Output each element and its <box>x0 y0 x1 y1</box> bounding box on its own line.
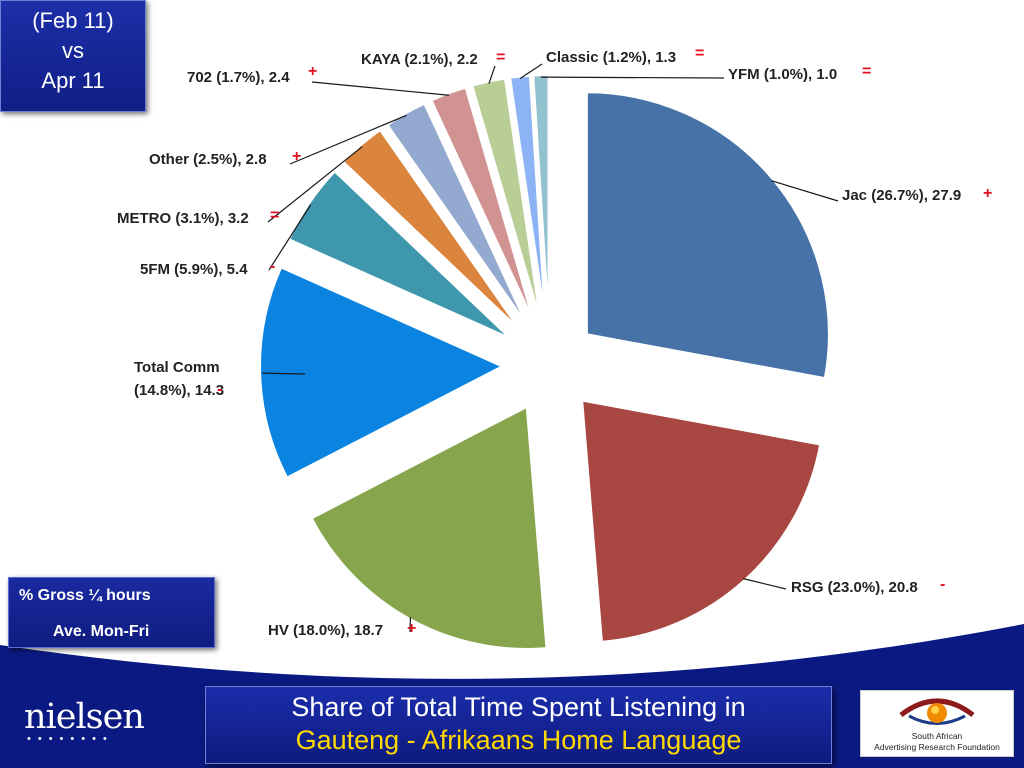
period-end: Apr 11 <box>41 68 105 93</box>
pie-slice-hv <box>310 405 548 650</box>
nielsen-logo: nielsen <box>24 697 145 737</box>
slice-label: 702 (1.7%), 2.4 <box>187 69 290 86</box>
slice-labels: Jac (26.7%), 27.9 + RSG (23.0%), 20.8 - HV (… <box>117 45 992 639</box>
leader-line <box>540 76 725 79</box>
period-vs: vs <box>62 38 84 63</box>
leader-line <box>488 65 496 84</box>
slide-title: Share of Total Time Spent Listening in G… <box>205 686 832 764</box>
leader-line <box>268 204 312 271</box>
saarf-name-line-2: Advertising Research Foundation <box>874 742 1000 752</box>
leader-line <box>771 180 839 202</box>
slice-label: Total Comm (14.8%), 14.3 <box>134 359 224 399</box>
title-line-2: Gauteng - Afrikaans Home Language <box>295 725 742 755</box>
pie-slice-kaya <box>471 77 541 319</box>
pie-slice-total-comm <box>259 266 505 479</box>
pie-slice-jac <box>585 91 830 380</box>
saarf-logo: South African Advertising Research Found… <box>860 690 1014 757</box>
slice-label: Jac (26.7%), 27.9 <box>842 187 961 204</box>
slice-label: RSG (23.0%), 20.8 <box>791 579 918 596</box>
slice-label: METRO (3.1%), 3.2 <box>117 210 249 227</box>
saarf-eye-icon <box>899 698 975 725</box>
measure-box: % Gross ¼ hours Ave. Mon-Fri <box>8 577 215 648</box>
nielsen-logo-dots: •••••••• <box>27 733 114 745</box>
change-marker: - <box>217 381 222 398</box>
leader-lines <box>262 63 839 633</box>
leader-line <box>311 81 450 96</box>
leader-line <box>743 578 787 590</box>
pie-slices <box>259 74 830 650</box>
title-line-1: Share of Total Time Spent Listening in <box>291 692 746 722</box>
leader-line <box>289 114 407 165</box>
change-marker: + <box>292 148 301 165</box>
change-marker: = <box>496 49 505 66</box>
leader-line <box>519 63 543 80</box>
change-marker: + <box>308 63 317 80</box>
period-start: (Feb 11) <box>32 8 114 33</box>
change-marker: = <box>270 207 279 224</box>
measure-label: % Gross ¼ hours <box>19 587 151 604</box>
pie-slice-yfm <box>532 74 550 318</box>
leader-line <box>267 146 363 223</box>
pie-slice-classic <box>509 74 547 318</box>
leader-line <box>262 372 306 375</box>
pie-slice-702 <box>430 86 535 321</box>
slice-label: Other (2.5%), 2.8 <box>149 151 267 168</box>
pie-slice-other <box>386 102 527 324</box>
change-marker: - <box>940 576 945 593</box>
slice-label: Classic (1.2%), 1.3 <box>546 49 676 66</box>
change-marker: - <box>270 258 275 275</box>
saarf-name-line-1: South African <box>911 731 963 741</box>
change-marker: = <box>695 45 704 62</box>
slice-label: KAYA (2.1%), 2.2 <box>361 51 478 68</box>
change-marker: = <box>862 63 871 80</box>
change-marker: + <box>407 620 416 637</box>
period-comparison-box: (Feb 11) vs Apr 11 <box>0 0 146 112</box>
measure-period: Ave. Mon-Fri <box>53 623 150 640</box>
change-marker: + <box>983 185 992 202</box>
pie-slice-rsg <box>581 399 822 643</box>
slice-label: 5FM (5.9%), 5.4 <box>140 261 248 278</box>
slice-label: YFM (1.0%), 1.0 <box>728 66 837 83</box>
slice-label: HV (18.0%), 18.7 <box>268 622 383 639</box>
